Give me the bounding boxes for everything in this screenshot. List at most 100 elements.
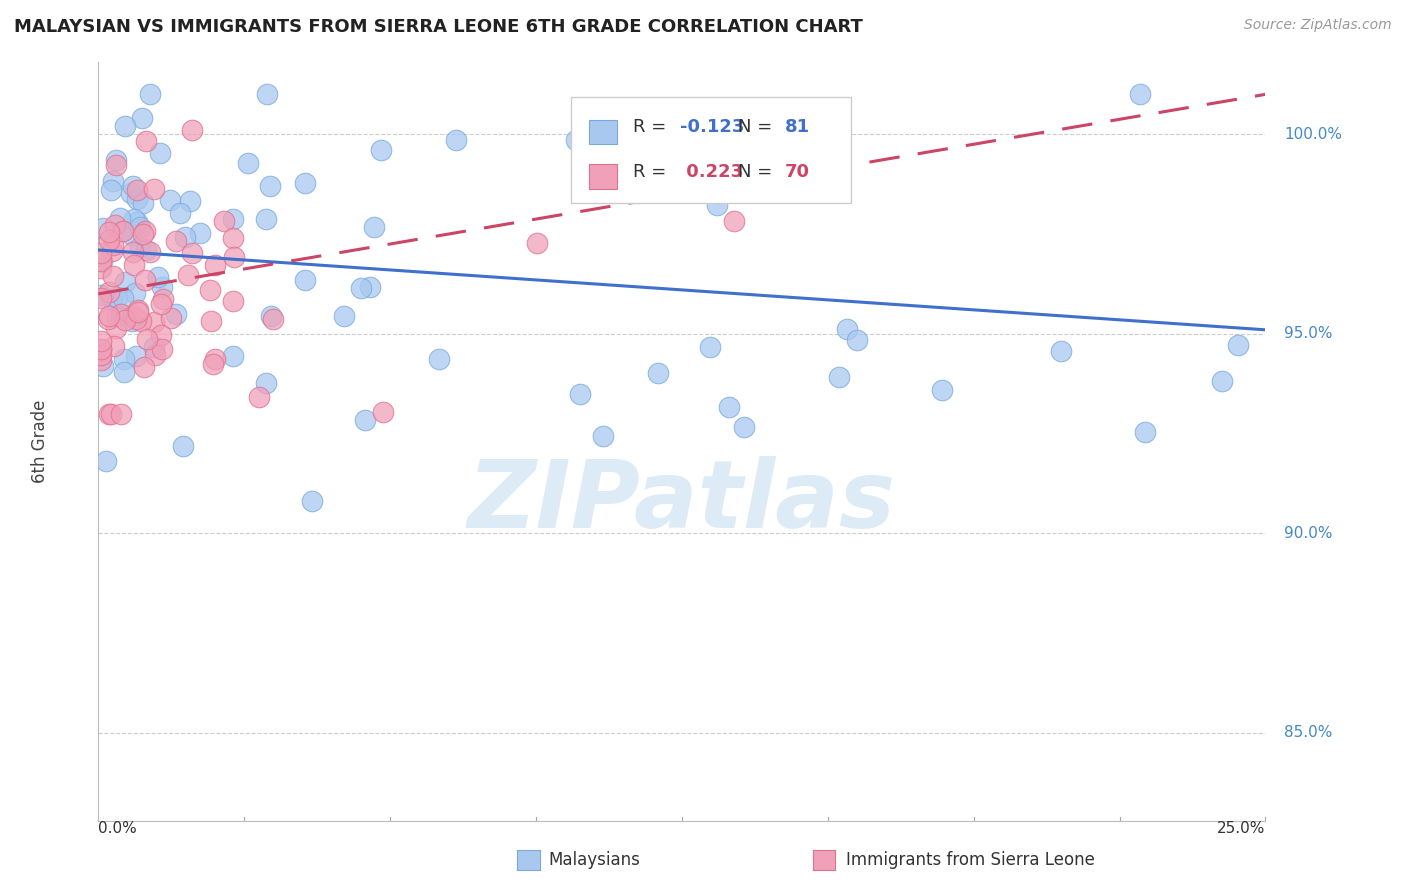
Point — [165, 307, 187, 321]
Point — [108, 211, 131, 225]
Point — [121, 227, 143, 242]
Text: 85.0%: 85.0% — [1284, 725, 1333, 740]
Point — [260, 309, 283, 323]
Text: 90.0%: 90.0% — [1284, 525, 1333, 541]
Point — [174, 229, 197, 244]
Text: 0.0%: 0.0% — [98, 821, 138, 836]
Point — [150, 280, 173, 294]
Point — [98, 233, 121, 247]
Text: R =: R = — [633, 118, 666, 136]
Point — [105, 158, 128, 172]
Point — [111, 291, 134, 305]
Point — [169, 206, 191, 220]
FancyBboxPatch shape — [589, 164, 617, 188]
Text: N =: N = — [738, 118, 772, 136]
Point — [100, 183, 122, 197]
Point — [301, 494, 323, 508]
Point — [91, 221, 114, 235]
Point — [90, 260, 112, 275]
Point — [181, 245, 204, 260]
Text: 70: 70 — [785, 163, 810, 181]
Point — [706, 186, 728, 200]
Point — [101, 292, 124, 306]
Point — [124, 312, 146, 326]
Point — [120, 186, 142, 200]
Point — [111, 224, 134, 238]
Point — [97, 310, 120, 324]
Point — [112, 365, 135, 379]
Point — [256, 87, 278, 102]
Point — [104, 218, 127, 232]
Text: 95.0%: 95.0% — [1284, 326, 1333, 342]
Text: 100.0%: 100.0% — [1284, 127, 1343, 142]
Point — [91, 253, 114, 268]
Point — [90, 287, 112, 301]
Point — [127, 214, 149, 228]
Point — [150, 328, 173, 343]
Point — [110, 307, 132, 321]
Point — [177, 268, 200, 282]
Point — [350, 281, 373, 295]
Point — [148, 270, 170, 285]
Point — [1049, 343, 1071, 358]
Point — [104, 153, 127, 167]
Point — [370, 143, 392, 157]
Text: 25.0%: 25.0% — [1218, 821, 1265, 836]
Point — [150, 342, 173, 356]
Point — [427, 352, 450, 367]
Point — [90, 342, 112, 356]
Point — [100, 244, 122, 258]
Text: 81: 81 — [785, 118, 810, 136]
Point — [828, 370, 851, 384]
Point — [1226, 338, 1249, 352]
Point — [131, 112, 153, 126]
Point — [90, 254, 112, 268]
Point — [204, 258, 226, 272]
Point — [238, 155, 260, 169]
Text: MALAYSIAN VS IMMIGRANTS FROM SIERRA LEONE 6TH GRADE CORRELATION CHART: MALAYSIAN VS IMMIGRANTS FROM SIERRA LEON… — [14, 18, 863, 36]
Point — [640, 114, 662, 128]
Point — [105, 290, 128, 304]
Point — [1133, 425, 1156, 439]
Point — [98, 225, 121, 239]
Point — [132, 227, 155, 242]
Point — [172, 439, 194, 453]
Point — [204, 352, 226, 367]
Point — [121, 178, 143, 193]
Point — [122, 244, 145, 259]
Point — [152, 293, 174, 307]
Point — [201, 357, 224, 371]
Point — [139, 87, 162, 102]
Point — [565, 132, 588, 146]
Point — [121, 313, 143, 327]
Point — [125, 349, 148, 363]
Point — [200, 314, 222, 328]
Point — [107, 309, 129, 323]
Text: Malaysians: Malaysians — [548, 851, 640, 869]
Point — [149, 297, 172, 311]
Point — [222, 251, 245, 265]
Point — [96, 453, 118, 467]
Point — [222, 212, 245, 227]
Point — [134, 224, 156, 238]
Point — [363, 219, 385, 234]
Point — [294, 273, 316, 287]
Point — [699, 340, 721, 354]
Text: N =: N = — [738, 163, 772, 181]
Point — [143, 340, 166, 354]
Point — [143, 315, 166, 329]
Point — [98, 407, 121, 421]
Point — [135, 134, 157, 148]
Point — [97, 312, 120, 326]
Point — [569, 387, 592, 401]
Point — [165, 235, 187, 249]
Point — [222, 293, 245, 308]
Point — [254, 211, 277, 226]
FancyBboxPatch shape — [571, 96, 851, 202]
Point — [129, 240, 152, 254]
Point — [846, 334, 869, 348]
Point — [214, 214, 236, 228]
Point — [359, 280, 381, 294]
Point — [112, 351, 135, 366]
Point — [1129, 87, 1152, 102]
